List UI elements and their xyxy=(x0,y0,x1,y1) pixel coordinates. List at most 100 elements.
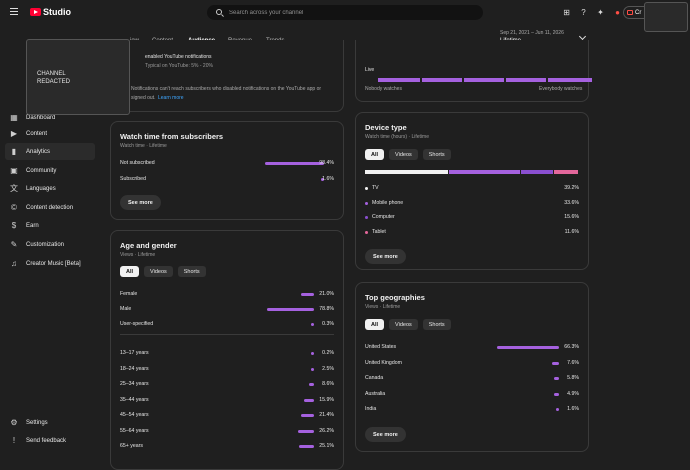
sidebar-item-label: Analytics xyxy=(26,148,51,155)
device-type-card: Device type Watch time (hours) · Lifetim… xyxy=(355,112,589,270)
row-label: 35–44 years xyxy=(120,396,149,403)
content-icon: ▶ xyxy=(10,128,18,138)
earn-icon: $ xyxy=(11,220,17,230)
card-title: Device type xyxy=(365,123,407,132)
filter-chips: All Videos Shorts xyxy=(365,319,451,330)
sidebar-item-label: Settings xyxy=(26,419,48,426)
chevron-down-icon[interactable] xyxy=(578,32,587,41)
row-label: User-specified xyxy=(120,321,154,327)
scale-segment xyxy=(506,78,546,82)
notifications-card: enabled YouTube notifications Typical on… xyxy=(110,40,344,112)
sidebar-item-dashboard[interactable]: ▦ Dashboard xyxy=(5,109,95,126)
search-input[interactable] xyxy=(229,8,469,17)
sidebar-item-analytics[interactable]: ▮ Analytics xyxy=(5,143,95,160)
list-item: Male 78.8% xyxy=(120,306,334,314)
legend-dot xyxy=(365,230,368,234)
percentage-bar xyxy=(301,293,314,296)
music-icon: ♫ xyxy=(11,258,17,268)
row-label: 25–34 years xyxy=(120,381,149,387)
search-bar[interactable] xyxy=(207,5,483,20)
list-item: User-specified 0.3% xyxy=(120,321,334,329)
see-more-button[interactable]: See more xyxy=(365,249,406,264)
card-subtitle: Views · Lifetime xyxy=(120,252,156,258)
sidebar-item-label: Earn xyxy=(26,222,39,229)
card-subtitle: Watch time · Lifetime xyxy=(120,143,167,149)
chip-shorts[interactable]: Shorts xyxy=(422,319,451,330)
sidebar-item-settings[interactable]: ⚙ Settings xyxy=(5,414,95,431)
see-more-button[interactable]: See more xyxy=(120,195,161,210)
chip-videos[interactable]: Videos xyxy=(389,149,418,160)
card-title: Watch time from subscribers xyxy=(120,132,224,141)
row-label: Not subscribed xyxy=(120,160,155,166)
upload-icon[interactable]: ⊞ xyxy=(563,8,570,17)
list-item: United Kingdom 7.6% xyxy=(365,360,579,368)
sidebar-item-customization[interactable]: ✎ Customization xyxy=(5,236,95,253)
help-icon[interactable]: ? xyxy=(581,8,586,17)
card-title: Top geographies xyxy=(365,293,425,302)
bell-icon[interactable]: ● xyxy=(615,8,620,17)
menu-icon[interactable] xyxy=(10,8,18,15)
sparkle-icon[interactable]: ✦ xyxy=(597,8,604,17)
scale-min-label: Nobody watches xyxy=(365,86,402,92)
sidebar-item-content-detection[interactable]: © Content detection xyxy=(5,199,95,216)
percentage-bar xyxy=(298,429,314,433)
chip-all[interactable]: All xyxy=(365,149,385,160)
sidebar-item-languages[interactable]: 文 Languages xyxy=(5,180,95,197)
row-value: 98.4% xyxy=(319,160,334,166)
sidebar-item-creator-music[interactable]: ♫ Creator Music [Beta] xyxy=(5,255,95,272)
watch-time-subscribers-card: Watch time from subscribers Watch time ·… xyxy=(110,121,344,220)
see-more-button[interactable]: See more xyxy=(365,427,406,442)
studio-logo[interactable]: Studio xyxy=(30,7,71,17)
scale-segment xyxy=(464,78,504,82)
community-icon: ▣ xyxy=(10,165,18,175)
row-label: Tablet xyxy=(372,228,386,235)
row-label: 55–64 years xyxy=(120,427,149,434)
sidebar-item-label: Dashboard xyxy=(26,114,56,121)
scale-segment xyxy=(422,78,462,82)
sidebar-item-label: Creator Music [Beta] xyxy=(26,260,81,267)
filter-chips: All Videos Shorts xyxy=(120,266,206,277)
row-value: 1.6% xyxy=(322,176,334,182)
live-scale-bar xyxy=(378,78,592,82)
notif-line-4: signed out. xyxy=(131,95,156,101)
percentage-bar xyxy=(551,361,559,365)
sidebar-item-content[interactable]: ▶ Content xyxy=(5,125,95,142)
notif-line-3: Notifications can't reach subscribers wh… xyxy=(131,86,322,92)
sidebar-item-label: Community xyxy=(26,167,57,174)
chip-all[interactable]: All xyxy=(120,266,140,277)
row-value: 15.9% xyxy=(319,396,334,403)
row-value: 0.3% xyxy=(322,321,334,327)
card-subtitle: Views · Lifetime xyxy=(365,304,401,310)
list-item: United States 66.3% xyxy=(365,344,579,352)
chip-shorts[interactable]: Shorts xyxy=(177,266,206,277)
row-label: United Kingdom xyxy=(365,359,402,366)
age-gender-card: Age and gender Views · Lifetime All Vide… xyxy=(110,230,344,470)
percentage-bar xyxy=(266,308,314,311)
list-item: 25–34 years 8.6% xyxy=(120,381,334,389)
percentage-bar xyxy=(298,445,314,448)
list-item: 35–44 years 15.9% xyxy=(120,397,334,405)
chip-videos[interactable]: Videos xyxy=(144,266,173,277)
row-label: Australia xyxy=(365,390,386,397)
sidebar-item-community[interactable]: ▣ Community xyxy=(5,162,95,179)
list-item: Computer 15.6% xyxy=(365,214,579,222)
row-label: Female xyxy=(120,291,138,297)
account-avatar[interactable] xyxy=(644,2,688,32)
divider xyxy=(120,334,334,335)
percentage-bar xyxy=(308,383,314,386)
channel-card[interactable]: CHANNEL REDACTED xyxy=(26,39,130,115)
chip-videos[interactable]: Videos xyxy=(389,319,418,330)
sidebar-item-send-feedback[interactable]: ! Send feedback xyxy=(5,432,95,449)
analytics-icon: ▮ xyxy=(11,146,17,156)
row-value: 1.6% xyxy=(567,406,579,412)
list-item: Tablet 11.6% xyxy=(365,229,579,237)
feedback-icon: ! xyxy=(12,435,16,445)
percentage-bar xyxy=(304,398,314,402)
row-label: Male xyxy=(120,306,132,312)
top-bar: Studio ⊞ ? ✦ ● Cr xyxy=(0,0,690,32)
chip-all[interactable]: All xyxy=(365,319,385,330)
sidebar-item-earn[interactable]: $ Earn xyxy=(5,217,95,234)
learn-more-link[interactable]: Learn more xyxy=(158,95,184,101)
row-label: 65+ years xyxy=(120,443,143,449)
chip-shorts[interactable]: Shorts xyxy=(422,149,451,160)
